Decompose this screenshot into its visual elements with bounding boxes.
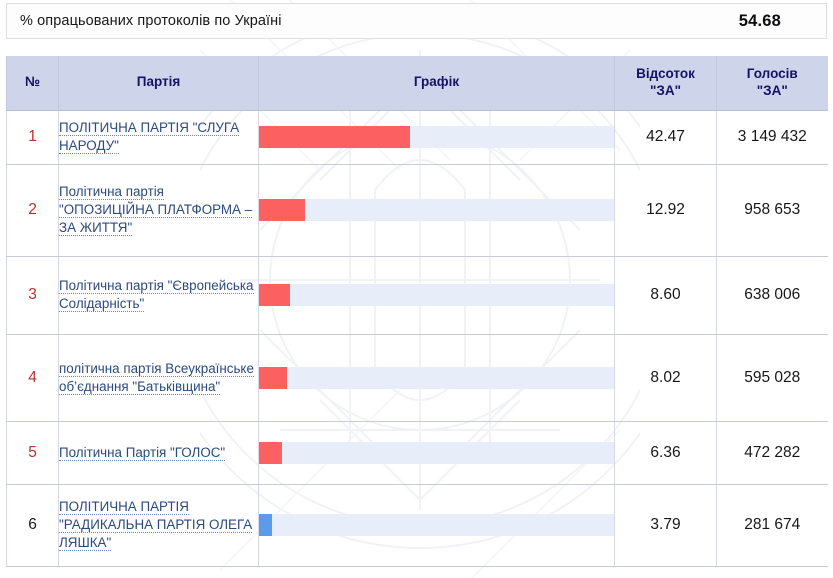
party-name-link[interactable]: ПОЛІТИЧНА ПАРТІЯ "РАДИКАЛЬНА ПАРТІЯ ОЛЕГ… bbox=[59, 499, 253, 551]
table-row: 6 ПОЛІТИЧНА ПАРТІЯ "РАДИКАЛЬНА ПАРТІЯ ОЛЕ… bbox=[6, 484, 828, 567]
vote-bar-track bbox=[259, 441, 614, 464]
vote-bar-fill bbox=[259, 199, 305, 221]
vote-bar-track bbox=[259, 366, 614, 389]
vote-bar-track bbox=[259, 284, 614, 306]
party-name-cell: ПОЛІТИЧНА ПАРТІЯ "РАДИКАЛЬНА ПАРТІЯ ОЛЕГ… bbox=[58, 484, 259, 567]
party-name-link[interactable]: Політична партія "ОПОЗИЦІЙНА ПЛАТФОРМА –… bbox=[59, 184, 253, 236]
percent-value: 8.60 bbox=[614, 256, 717, 335]
vote-bar-fill bbox=[259, 366, 288, 389]
column-header-percent[interactable]: Відсоток "ЗА" bbox=[614, 56, 717, 111]
row-number: 5 bbox=[6, 421, 59, 485]
votes-value: 595 028 bbox=[716, 334, 828, 422]
column-header-chart[interactable]: Графік bbox=[258, 56, 615, 111]
processed-protocols-label: % опрацьованих протоколів по Україні bbox=[20, 13, 282, 29]
column-header-votes[interactable]: Голосів "ЗА" bbox=[716, 56, 828, 111]
vote-bar-fill bbox=[259, 441, 282, 464]
vote-bar-cell bbox=[258, 334, 615, 422]
party-name-link[interactable]: ПОЛІТИЧНА ПАРТІЯ "СЛУГА НАРОДУ" bbox=[59, 120, 240, 154]
percent-value: 42.47 bbox=[614, 110, 717, 165]
percent-value: 6.36 bbox=[614, 421, 717, 485]
processed-protocols-bar: % опрацьованих протоколів по Україні 54.… bbox=[6, 3, 827, 39]
column-header-party[interactable]: Партія bbox=[58, 56, 259, 111]
percent-value: 12.92 bbox=[614, 164, 717, 257]
vote-bar-fill bbox=[259, 284, 290, 306]
party-name-cell: Політична Партія "ГОЛОС" bbox=[58, 421, 259, 485]
party-name-link[interactable]: Політична Партія "ГОЛОС" bbox=[59, 444, 226, 461]
column-header-percent-line2: "ЗА" bbox=[649, 82, 681, 98]
party-name-cell: політична партія Всеукраїнське об’єднанн… bbox=[58, 334, 259, 422]
percent-value: 8.02 bbox=[614, 334, 717, 422]
vote-bar-fill bbox=[259, 514, 273, 536]
column-header-votes-line1: Голосів bbox=[746, 65, 798, 81]
table-row: 2 Політична партія "ОПОЗИЦІЙНА ПЛАТФОРМА … bbox=[6, 164, 828, 257]
vote-bar-cell bbox=[258, 164, 615, 257]
votes-value: 958 653 bbox=[716, 164, 828, 257]
row-number: 6 bbox=[6, 484, 59, 567]
table-row: 3 Політична партія "Європейська Солідарні… bbox=[6, 256, 828, 335]
vote-bar-cell bbox=[258, 421, 615, 485]
table-row: 1 ПОЛІТИЧНА ПАРТІЯ "СЛУГА НАРОДУ" 42.47 3 1… bbox=[6, 110, 828, 165]
votes-value: 472 282 bbox=[716, 421, 828, 485]
row-number: 3 bbox=[6, 256, 59, 335]
percent-value: 3.79 bbox=[614, 484, 717, 567]
vote-bar-track bbox=[259, 514, 614, 536]
vote-bar-cell bbox=[258, 256, 615, 335]
votes-value: 281 674 bbox=[716, 484, 828, 567]
vote-bar-cell bbox=[258, 484, 615, 567]
table-row: 5 Політична Партія "ГОЛОС" 6.36 472 282 bbox=[6, 421, 828, 485]
row-number: 2 bbox=[6, 164, 59, 257]
vote-bar-track bbox=[259, 126, 614, 148]
party-name-link[interactable]: Політична партія "Європейська Солідарніс… bbox=[59, 278, 254, 312]
processed-protocols-value: 54.68 bbox=[738, 11, 781, 30]
party-name-cell: Політична партія "Європейська Солідарніс… bbox=[58, 256, 259, 335]
vote-bar-cell bbox=[258, 110, 615, 165]
column-header-votes-line2: "ЗА" bbox=[756, 82, 788, 98]
row-number: 4 bbox=[6, 334, 59, 422]
vote-bar-fill bbox=[259, 126, 410, 148]
row-number: 1 bbox=[6, 110, 59, 165]
column-header-number[interactable]: № bbox=[6, 56, 59, 111]
party-name-cell: Політична партія "ОПОЗИЦІЙНА ПЛАТФОРМА –… bbox=[58, 164, 259, 257]
votes-value: 3 149 432 bbox=[716, 110, 828, 165]
table-header-row: № Партія Графік Відсоток "ЗА" Голосів "З… bbox=[6, 56, 828, 111]
party-name-cell: ПОЛІТИЧНА ПАРТІЯ "СЛУГА НАРОДУ" bbox=[58, 110, 259, 165]
table-row: 4 політична партія Всеукраїнське об’єднан… bbox=[6, 334, 828, 422]
election-results-table: № Партія Графік Відсоток "ЗА" Голосів "З… bbox=[6, 56, 828, 567]
vote-bar-track bbox=[259, 199, 614, 221]
column-header-percent-line1: Відсоток bbox=[636, 65, 695, 81]
party-name-link[interactable]: політична партія Всеукраїнське об’єднанн… bbox=[59, 360, 254, 395]
votes-value: 638 006 bbox=[716, 256, 828, 335]
